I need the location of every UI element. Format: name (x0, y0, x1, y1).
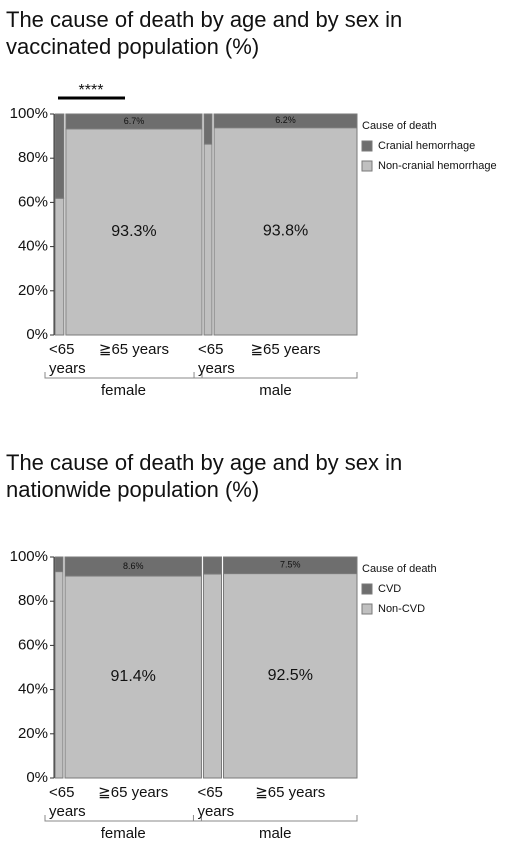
segment (54, 571, 64, 779)
group-bracket (44, 372, 203, 379)
segment (54, 556, 64, 573)
legend-label: Cranial hemorrhage (378, 140, 475, 152)
group-bracket (44, 815, 202, 822)
legend-swatch (361, 603, 373, 615)
value-label: 8.6% (123, 561, 144, 571)
segment (64, 556, 202, 577)
legend-title: Cause of death (362, 563, 437, 575)
value-label: 92.5% (268, 667, 313, 684)
group-label: male (259, 382, 292, 399)
segment (54, 197, 65, 336)
group-bracket (192, 815, 358, 822)
value-label: 93.3% (111, 223, 156, 240)
group-label: male (258, 825, 292, 842)
segment (223, 556, 358, 575)
x-tick-label: ≧65 years (255, 784, 326, 801)
value-label: 7.5% (280, 560, 301, 570)
legend-swatch (361, 160, 373, 172)
legend-label: CVD (378, 583, 401, 595)
y-tick-label: 100% (10, 548, 48, 565)
y-tick-label: 80% (18, 149, 48, 166)
segment (202, 573, 223, 779)
y-tick-label: 100% (10, 105, 48, 122)
legend-swatch (361, 583, 373, 595)
value-label: 6.7% (124, 116, 145, 126)
legend-label: Non-cranial hemorrhage (378, 160, 497, 172)
significance-label: **** (79, 82, 104, 99)
group-label: female (100, 825, 146, 842)
chart: 0%20%40%60%80%100%6.6%91.4%8.6%7.7%92.5%… (10, 548, 437, 822)
chart: 0%20%40%60%80%100%38.1%93.3%6.7%13.6%93.… (10, 82, 497, 379)
value-label: 91.4% (111, 668, 156, 685)
segment (65, 128, 203, 336)
y-tick-label: 0% (26, 769, 48, 786)
y-tick-label: 60% (18, 193, 48, 210)
value-label: 6.2% (275, 115, 296, 125)
segment (54, 113, 65, 199)
segment (65, 113, 203, 130)
legend-label: Non-CVD (378, 603, 425, 615)
x-tick-label: <65 years (198, 341, 235, 377)
x-tick-label: <65 years (49, 784, 86, 820)
value-label: 93.8% (263, 223, 308, 240)
segment (202, 556, 223, 575)
segment (223, 573, 358, 779)
y-tick-label: 80% (18, 592, 48, 609)
segment (213, 127, 358, 336)
legend-title: Cause of death (362, 120, 437, 132)
y-tick-label: 40% (18, 681, 48, 698)
legend-swatch (361, 140, 373, 152)
x-tick-label: <65 years (49, 341, 86, 377)
group-bracket (193, 372, 358, 379)
chart-title: The cause of death by age and by sex in … (6, 7, 403, 59)
y-tick-label: 20% (18, 282, 48, 299)
chart-title: The cause of death by age and by sex in … (6, 450, 403, 502)
x-tick-label: ≧65 years (98, 341, 169, 358)
group-label: female (101, 382, 147, 399)
y-tick-label: 0% (26, 326, 48, 343)
x-tick-label: <65 years (197, 784, 235, 820)
y-tick-label: 20% (18, 725, 48, 742)
segment (64, 575, 202, 779)
x-tick-label: ≧65 years (250, 341, 321, 358)
y-tick-label: 40% (18, 238, 48, 255)
segment (213, 113, 358, 129)
segment (203, 143, 213, 336)
y-tick-label: 60% (18, 636, 48, 653)
segment (203, 113, 213, 145)
x-tick-label: ≧65 years (98, 784, 169, 801)
